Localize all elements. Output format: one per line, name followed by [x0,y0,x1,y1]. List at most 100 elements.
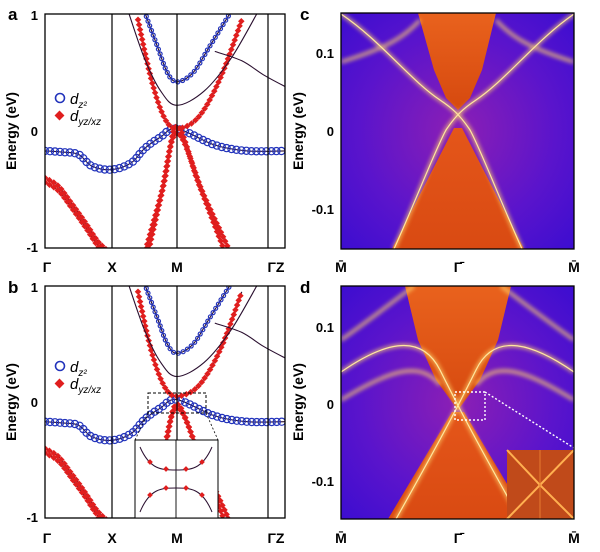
band-marker-flat-dz2 [242,146,251,155]
band-marker-electron-2 [170,77,176,84]
band-marker-electron-1 [135,293,143,300]
kpoint-label-x-a: X [107,259,117,275]
ylabel-d: Energy (eV) [290,363,306,441]
band-marker-flat-dz2 [105,165,114,174]
ytick-a-1: 1 [31,8,38,23]
band-marker-electron-2 [145,290,151,296]
band-marker-flat-dz2 [199,406,208,416]
band-marker-electron-1 [141,317,148,325]
band-marker-electron-1 [149,79,156,87]
band-marker-electron-2 [147,23,153,29]
band-marker-flat-dz2 [55,147,65,157]
legend-label-dz2-a: dz² [70,91,87,111]
ytick-d-m0.1: -0.1 [312,474,334,489]
band-marker-flat-dz2 [110,435,119,445]
bulk-top-d [405,286,511,410]
zoom-box-b [147,392,207,414]
band-marker-hole-lower [95,513,103,518]
band-marker-hole-M-2 [145,251,152,258]
band-marker-electron-1 [237,292,244,299]
band-marker-flat-dz2 [212,141,222,150]
band-marker-electron-2 [215,301,221,307]
kpoint-label-gz-b: ΓZ [268,530,285,546]
ytick-b-0: 0 [31,395,38,410]
band-marker-electron-2 [207,314,213,320]
band-marker-hole-lower [87,501,94,509]
inset-marker [147,492,153,498]
band-marker-hole-lower [72,210,80,218]
band-marker-flat-dz2 [100,165,109,174]
band-marker-electron-2 [148,27,155,34]
legend-marker-dz2-b [54,360,66,372]
band-marker-hole-M-2 [188,157,195,165]
band-marker-electron-2 [225,14,231,19]
band-marker-electron-2 [155,46,161,52]
band-marker-flat-dz2 [60,148,70,157]
band-marker-electron-1 [213,353,221,360]
band-marker-hole-M-2 [152,216,159,223]
band-marker-electron-2 [223,17,229,23]
band-marker-electron-2 [191,68,197,74]
panel-label-c: c [300,5,309,24]
zoom-box-d [454,391,486,421]
band-marker-electron-2 [167,346,173,352]
band-marker-hole-lower [58,190,65,198]
band-marker-electron-1 [215,78,222,86]
band-marker-flat-dz2 [45,417,55,427]
band-marker-electron-1 [201,105,208,112]
band-marker-electron-2 [195,335,201,341]
band-marker-flat-dz2 [272,146,281,156]
band-marker-hole-lower [54,186,62,194]
band-marker-electron-2 [218,297,224,303]
band-marker-flat-dz2 [272,417,281,427]
band-line-top-right [214,322,285,359]
band-marker-electron-1 [178,392,185,399]
kpoint-label-m-left-d: M̄ [335,529,347,546]
band-marker-flat-dz2 [257,417,266,427]
band-marker-flat-dz2 [150,407,159,416]
band-marker-electron-2 [145,18,151,24]
band-marker-electron-1 [195,113,203,120]
band-marker-electron-1 [138,36,146,43]
band-marker-electron-2 [175,350,181,356]
band-marker-electron-1 [192,117,199,124]
band-marker-flat-dz2 [185,129,194,138]
band-marker-electron-2 [150,304,156,310]
band-marker-hole-M-2 [166,147,173,155]
band-marker-flat-dz2 [247,417,256,427]
ytick-a-m1: -1 [26,240,38,255]
band-marker-hole-M-1 [219,233,227,241]
band-marker-hole-M-2 [166,422,173,430]
band-marker-hole-M-2 [168,133,176,140]
band-line-top-right [214,50,285,87]
band-marker-hole-M-1 [228,520,235,527]
zoom-line-left [134,412,149,441]
kpoint-label-m-right-d: M̄ [568,529,580,546]
legend-label-dyz-a: dyz/xz [70,108,101,128]
band-marker-hole-M-2 [146,240,154,248]
band-marker-hole-lower [103,521,110,528]
band-marker-electron-1 [134,288,142,296]
band-marker-hole-lower [84,497,91,504]
band-marker-hole-lower [45,449,49,457]
band-marker-flat-dz2 [45,146,55,156]
inset-marker [183,485,189,491]
band-marker-electron-2 [159,56,165,62]
band-marker-electron-2 [223,288,229,294]
band-marker-electron-2 [194,64,200,70]
band-marker-hole-M-2 [167,418,174,425]
plot-frame-d [340,285,575,520]
band-marker-flat-dz2 [50,147,60,156]
band-marker-electron-2 [152,37,158,43]
band-marker-electron-2 [217,26,224,32]
band-marker-hole-M-2 [149,231,156,238]
band-marker-electron-2 [188,343,194,349]
band-marker-flat-dz2 [212,412,222,421]
band-marker-flat-dz2 [150,136,159,146]
band-marker-flat-dz2 [247,146,256,156]
band-marker-electron-1 [137,303,145,310]
band-marker-hole-M-1 [141,521,148,528]
band-marker-electron-1 [135,21,143,28]
band-marker-flat-dz2 [257,147,266,156]
